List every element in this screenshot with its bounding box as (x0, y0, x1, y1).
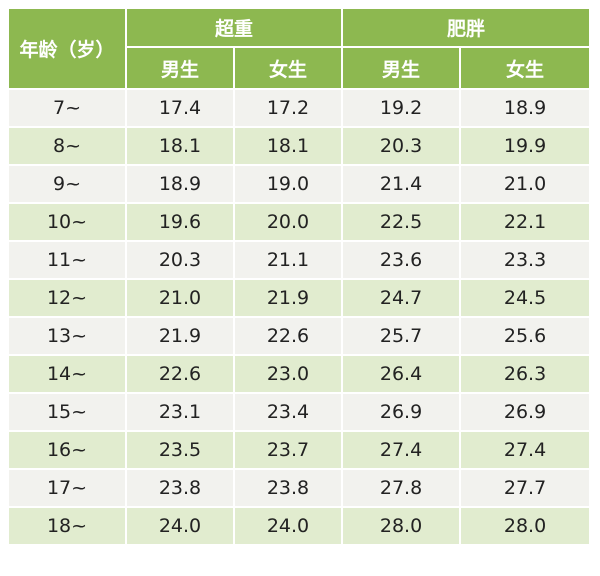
table-row: 14~ 22.6 23.0 26.4 26.3 (7, 354, 592, 394)
table-row: 16~ 23.5 23.7 27.4 27.4 (7, 430, 592, 470)
obese-female-cell: 27.7 (459, 468, 592, 508)
obese-male-cell: 24.7 (341, 278, 462, 318)
obese-female-cell: 23.3 (459, 240, 592, 280)
obese-female-cell: 26.9 (459, 392, 592, 432)
overweight-header: 超重 (124, 7, 344, 48)
obese-female-header: 女生 (459, 46, 592, 90)
age-cell: 15~ (7, 392, 127, 432)
table-row: 15~ 23.1 23.4 26.9 26.9 (7, 392, 592, 432)
obese-female-cell: 24.5 (459, 278, 592, 318)
overweight-male-cell: 22.6 (125, 354, 235, 394)
table-row: 11~ 20.3 21.1 23.6 23.3 (7, 240, 592, 280)
overweight-male-header: 男生 (125, 46, 235, 90)
overweight-male-cell: 19.6 (125, 202, 235, 242)
obese-female-cell: 27.4 (459, 430, 592, 470)
obese-male-cell: 21.4 (341, 164, 462, 204)
header-group-row: 年龄（岁） 超重 肥胖 (7, 7, 592, 90)
table-row: 10~ 19.6 20.0 22.5 22.1 (7, 202, 592, 242)
overweight-male-cell: 18.1 (125, 126, 235, 166)
overweight-male-cell: 21.9 (125, 316, 235, 356)
overweight-female-cell: 19.0 (232, 164, 344, 204)
age-cell: 18~ (7, 506, 127, 546)
obese-female-cell: 21.0 (459, 164, 592, 204)
age-cell: 9~ (7, 164, 127, 204)
overweight-male-cell: 23.8 (125, 468, 235, 508)
overweight-male-cell: 23.5 (125, 430, 235, 470)
age-cell: 8~ (7, 126, 127, 166)
age-cell: 10~ (7, 202, 127, 242)
overweight-female-cell: 22.6 (232, 316, 344, 356)
age-header: 年龄（岁） (7, 7, 127, 90)
obese-male-cell: 27.4 (341, 430, 462, 470)
overweight-male-cell: 20.3 (125, 240, 235, 280)
obese-female-cell: 18.9 (459, 88, 592, 128)
overweight-female-cell: 21.1 (232, 240, 344, 280)
table-row: 8~ 18.1 18.1 20.3 19.9 (7, 126, 592, 166)
overweight-female-cell: 23.7 (232, 430, 344, 470)
age-cell: 14~ (7, 354, 127, 394)
table-row: 9~ 18.9 19.0 21.4 21.0 (7, 164, 592, 204)
age-cell: 12~ (7, 278, 127, 318)
overweight-female-cell: 20.0 (232, 202, 344, 242)
obese-male-cell: 19.2 (341, 88, 462, 128)
age-cell: 13~ (7, 316, 127, 356)
obese-male-cell: 26.4 (341, 354, 462, 394)
table-body: 7~ 17.4 17.2 19.2 18.9 8~ 18.1 18.1 20.3 19.9 9~ 18… (7, 88, 592, 546)
overweight-male-cell: 23.1 (125, 392, 235, 432)
obese-male-cell: 22.5 (341, 202, 462, 242)
obese-male-cell: 28.0 (341, 506, 462, 546)
table-row: 12~ 21.0 21.9 24.7 24.5 (7, 278, 592, 318)
obese-male-cell: 27.8 (341, 468, 462, 508)
overweight-female-cell: 23.4 (232, 392, 344, 432)
obese-male-header: 男生 (341, 46, 462, 90)
age-cell: 11~ (7, 240, 127, 280)
obese-female-cell: 22.1 (459, 202, 592, 242)
overweight-female-cell: 17.2 (232, 88, 344, 128)
obese-male-cell: 25.7 (341, 316, 462, 356)
obese-female-cell: 25.6 (459, 316, 592, 356)
obese-female-cell: 26.3 (459, 354, 592, 394)
header-sub-row: 男生 女生 男生 女生 (8, 46, 592, 90)
overweight-female-cell: 18.1 (232, 126, 344, 166)
overweight-female-cell: 23.8 (232, 468, 344, 508)
table-row: 18~ 24.0 24.0 28.0 28.0 (7, 506, 592, 546)
overweight-female-cell: 21.9 (232, 278, 344, 318)
overweight-female-header: 女生 (232, 46, 344, 90)
overweight-male-cell: 21.0 (125, 278, 235, 318)
overweight-female-cell: 23.0 (232, 354, 344, 394)
table-header: 年龄（岁） 超重 肥胖 男生 女生 男生 女生 (7, 7, 592, 90)
obese-male-cell: 20.3 (341, 126, 462, 166)
obese-male-cell: 26.9 (341, 392, 462, 432)
obese-female-cell: 19.9 (459, 126, 592, 166)
age-cell: 17~ (7, 468, 127, 508)
age-cell: 16~ (7, 430, 127, 470)
obese-female-cell: 28.0 (459, 506, 592, 546)
overweight-female-cell: 24.0 (232, 506, 344, 546)
overweight-male-cell: 18.9 (125, 164, 235, 204)
table-row: 7~ 17.4 17.2 19.2 18.9 (7, 88, 592, 128)
age-cell: 7~ (7, 88, 127, 128)
table-row: 17~ 23.8 23.8 27.8 27.7 (7, 468, 592, 508)
overweight-male-cell: 17.4 (125, 88, 235, 128)
obese-male-cell: 23.6 (341, 240, 462, 280)
bmi-table: 年龄（岁） 超重 肥胖 男生 女生 男生 女生 7~ 17.4 17.2 19.2 18… (7, 7, 592, 546)
overweight-male-cell: 24.0 (125, 506, 235, 546)
table-row: 13~ 21.9 22.6 25.7 25.6 (7, 316, 592, 356)
obese-header: 肥胖 (341, 7, 592, 48)
